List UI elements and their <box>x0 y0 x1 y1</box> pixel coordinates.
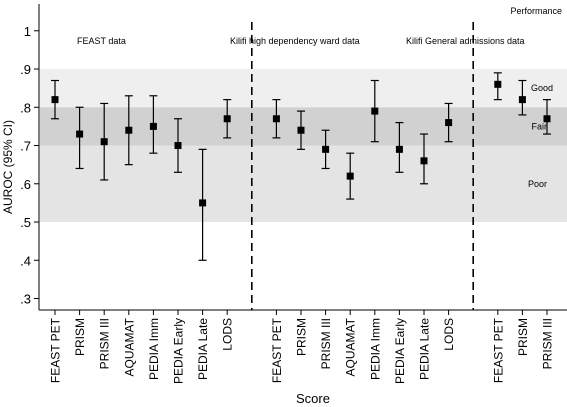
data-point <box>395 145 403 153</box>
data-point <box>51 96 59 104</box>
y-ticks: .3 .4 .5 .6 .7 .8 .9 1 <box>20 24 39 307</box>
x-tick-label: PEDIA Imm <box>147 318 161 380</box>
performance-label: Performance <box>510 6 562 16</box>
x-tick-label: AQUAMAT <box>122 317 136 376</box>
data-points <box>51 72 551 261</box>
x-tick-label: FEAST PET <box>270 317 284 383</box>
x-tick-label: PRISM III <box>541 318 555 369</box>
data-point <box>420 157 428 165</box>
x-tick-label: PEDIA Early <box>393 318 407 384</box>
band-label-good: Good <box>531 83 553 93</box>
data-point <box>297 126 305 134</box>
performance-bands <box>40 69 567 223</box>
group-label-kilifi-general: Kilifi General admissions data <box>406 36 525 46</box>
y-tick-label: .9 <box>20 62 31 77</box>
band-fair <box>40 107 567 146</box>
y-tick-label: .8 <box>20 100 31 115</box>
x-tick-label: PEDIA Imm <box>368 318 382 380</box>
x-tick-label: PRISM III <box>98 318 112 369</box>
data-point <box>100 138 108 146</box>
y-axis-title: AUROC (95% CI) <box>1 120 15 214</box>
y-tick-label: .5 <box>20 215 31 230</box>
data-point <box>322 145 330 153</box>
y-tick-label: 1 <box>24 24 31 39</box>
x-tick-label: PRISM <box>516 318 530 356</box>
group-dividers <box>251 22 475 310</box>
data-point <box>518 96 526 104</box>
data-point <box>494 80 502 88</box>
x-tick-label: FEAST PET <box>491 317 505 383</box>
data-point <box>272 115 280 123</box>
group-label-kilifi-hdu: Kilifi high dependency ward data <box>230 36 360 46</box>
group-label-feast: FEAST data <box>77 36 126 46</box>
x-tick-label: AQUAMAT <box>344 317 358 376</box>
x-tick-label: FEAST PET <box>49 317 63 383</box>
data-point <box>125 126 133 134</box>
x-tick-label: AQUAMAT <box>565 317 567 376</box>
y-tick-label: .7 <box>20 139 31 154</box>
y-tick-label: .6 <box>20 177 31 192</box>
x-tick-label: LODS <box>221 318 235 351</box>
y-tick-label: .3 <box>20 292 31 307</box>
data-point <box>174 142 182 150</box>
data-point <box>76 130 84 138</box>
x-axis-title: Score <box>296 391 330 406</box>
x-tick-label: PEDIA Early <box>172 318 186 384</box>
data-point <box>223 115 231 123</box>
x-tick-labels: FEAST PET PRISM PRISM III AQUAMAT PEDIA Imm P… <box>49 310 567 384</box>
data-point <box>371 107 379 115</box>
data-point <box>445 119 453 127</box>
axes <box>38 4 567 311</box>
band-good <box>40 69 567 108</box>
band-label-fair: Fair <box>532 121 548 131</box>
data-point <box>149 122 157 130</box>
x-tick-label: PRISM <box>295 318 309 356</box>
x-tick-label: PEDIA Late <box>418 318 432 380</box>
data-point <box>543 115 551 123</box>
x-tick-label: PRISM <box>73 318 87 356</box>
x-tick-label: PEDIA Late <box>196 318 210 380</box>
annotations: Performance Good Fair Poor FEAST data Ki… <box>1 6 562 406</box>
x-tick-label: PRISM III <box>319 318 333 369</box>
band-poor <box>40 145 567 223</box>
data-point <box>199 199 207 207</box>
y-tick-label: .4 <box>20 253 31 268</box>
x-tick-label: LODS <box>442 318 456 351</box>
band-label-poor: Poor <box>528 179 547 189</box>
data-point <box>346 172 354 180</box>
